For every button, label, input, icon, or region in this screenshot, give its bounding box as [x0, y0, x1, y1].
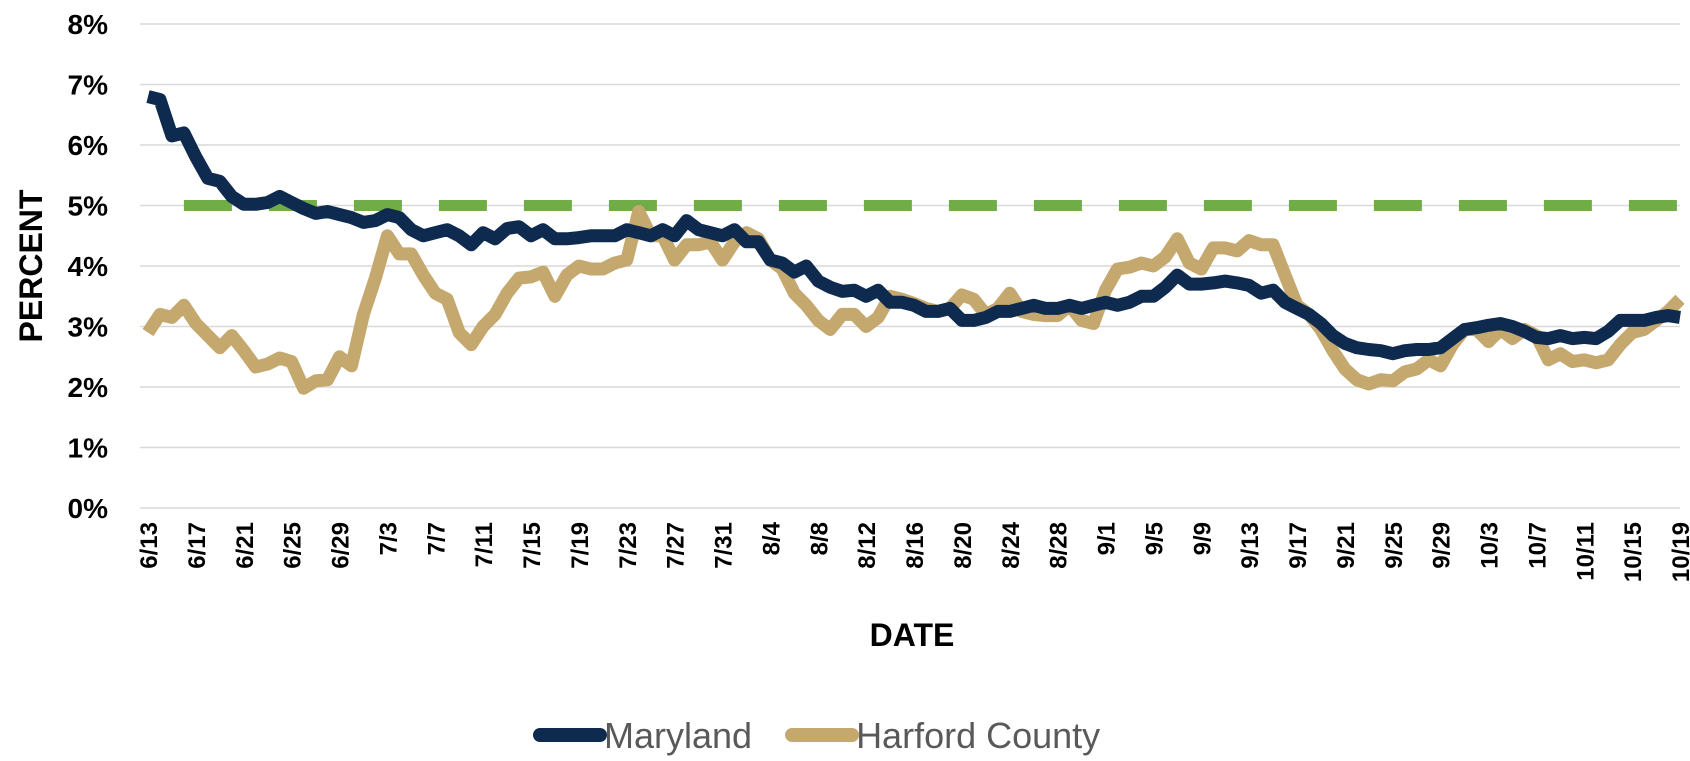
x-tick-label: 9/5 [1141, 522, 1168, 555]
x-tick-label: 10/3 [1477, 522, 1504, 569]
x-tick-label: 10/11 [1572, 522, 1599, 581]
x-tick-label: 7/3 [375, 522, 402, 555]
y-tick-label: 4% [68, 251, 109, 282]
x-tick-label: 7/31 [711, 522, 738, 569]
x-axis-title: DATE [870, 617, 955, 653]
x-tick-label: 8/24 [998, 521, 1025, 568]
x-tick-label: 6/29 [328, 522, 355, 569]
x-tick-label: 8/4 [758, 521, 785, 555]
x-tick-label: 10/19 [1668, 522, 1690, 582]
x-tick-label: 7/7 [423, 522, 450, 555]
x-tick-label: 9/29 [1429, 522, 1456, 569]
x-tick-label: 8/20 [950, 522, 977, 569]
y-tick-label: 3% [68, 312, 109, 343]
x-tick-label: 9/9 [1189, 522, 1216, 555]
y-tick-label: 0% [68, 493, 109, 524]
x-tick-label: 7/19 [567, 522, 594, 569]
x-tick-label: 6/13 [136, 522, 163, 569]
y-axis-title: PERCENT [13, 189, 49, 342]
x-tick-label: 7/23 [615, 522, 642, 569]
x-tick-label: 7/15 [519, 522, 546, 569]
x-tick-label: 9/25 [1381, 522, 1408, 569]
x-tick-label: 6/25 [280, 522, 307, 569]
x-tick-label: 8/16 [902, 522, 929, 569]
x-tick-label: 9/1 [1094, 522, 1121, 555]
y-tick-label: 7% [68, 70, 109, 101]
x-tick-label: 6/17 [184, 522, 211, 569]
series-line [146, 90, 1681, 361]
y-tick-label: 1% [68, 433, 109, 464]
y-tick-label: 2% [68, 372, 109, 403]
legend-label: Harford County [856, 715, 1100, 756]
x-tick-label: 9/17 [1285, 522, 1312, 569]
x-tick-label: 8/12 [854, 522, 881, 569]
x-tick-label: 10/7 [1524, 522, 1551, 569]
y-tick-label: 8% [68, 9, 109, 40]
x-tick-label: 6/21 [232, 522, 259, 569]
y-tick-label: 6% [68, 130, 109, 161]
x-tick-label: 7/27 [663, 522, 690, 569]
x-tick-label: 7/11 [471, 522, 498, 567]
x-tick-label: 9/21 [1333, 522, 1360, 569]
x-tick-label: 8/8 [806, 522, 833, 555]
x-tick-label: 10/15 [1620, 522, 1647, 582]
legend-label: Maryland [604, 715, 752, 756]
y-tick-label: 5% [68, 191, 109, 222]
x-tick-label: 9/13 [1237, 522, 1264, 569]
x-tick-label: 8/28 [1046, 522, 1073, 569]
